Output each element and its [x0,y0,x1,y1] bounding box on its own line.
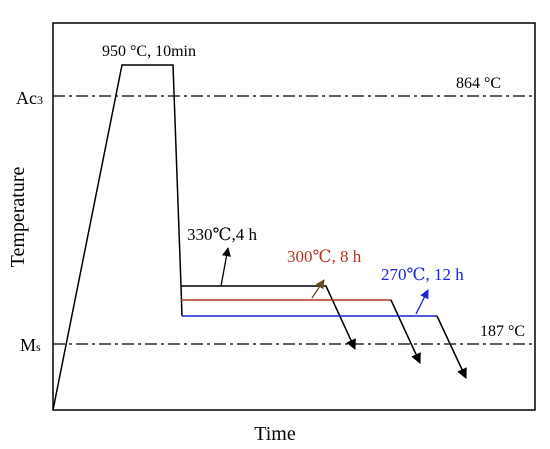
hold-300-cool [390,299,421,364]
pointer-330 [220,247,231,287]
pointer-270 [415,289,429,315]
quench-drop [180,285,183,317]
thermal-cycle-path [52,64,182,411]
austenitizing-label: 950 °C, 10min [102,43,196,60]
treatment-label-330: 330℃,4 h [187,225,258,244]
y-axis-label: Temperature [7,166,29,267]
ms-value: 187 °C [480,323,525,340]
ms-label: Ms [20,335,41,355]
x-axis-label: Time [254,423,296,445]
treatment-label-300: 300℃, 8 h [287,247,362,266]
hold-330-line [181,285,356,350]
hold-270-cool [436,315,467,379]
pointer-300 [311,279,325,299]
ac3-value: 864 °C [456,75,501,92]
ac3-label: Ac3 [16,88,43,108]
plot-frame [52,22,536,411]
treatment-label-270: 270℃, 12 h [381,265,464,284]
